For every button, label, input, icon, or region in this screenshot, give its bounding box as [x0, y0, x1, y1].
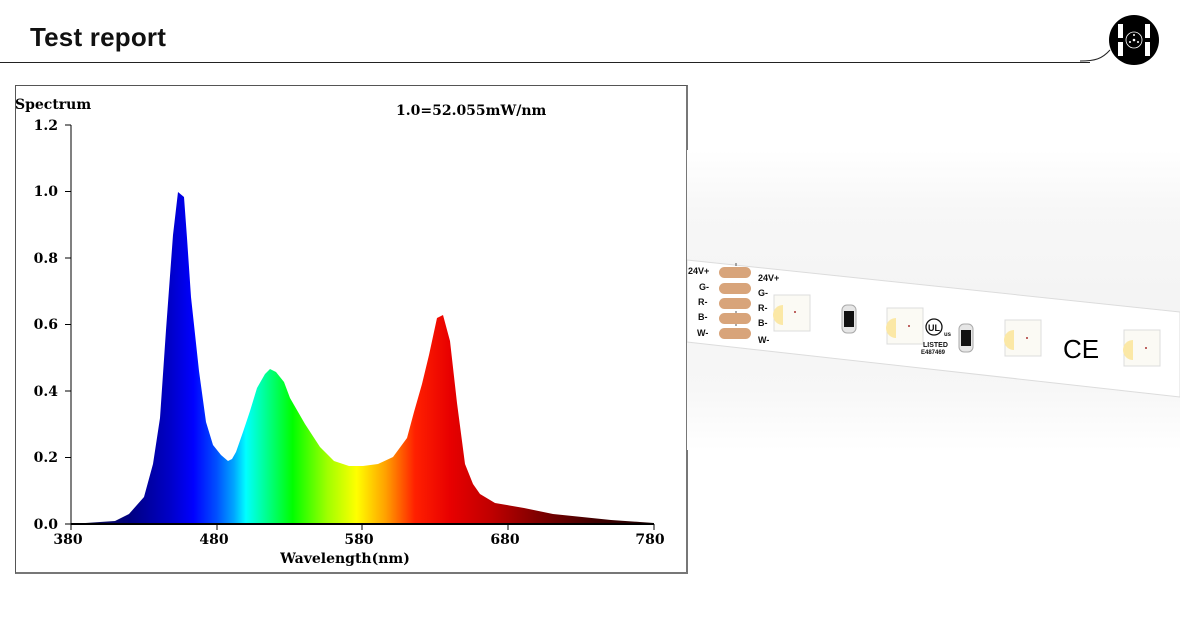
y-tick-label: 0.0: [34, 517, 59, 533]
chart-title: Spectrum: [16, 97, 91, 113]
y-tick-label: 0.2: [34, 450, 58, 466]
resistor: [841, 304, 857, 334]
led-strip-photo: 24V+ G- R- B- W- 24V+ G- R- B- W-: [686, 150, 1180, 450]
led-reel-icon: [1080, 15, 1159, 65]
spectrum-chart: Spectrum 1.0=52.055mW/nm 1.2 1.0 0.8 0.6…: [15, 85, 688, 574]
pad-label: 24V+: [688, 266, 709, 276]
y-tick-label: 0.6: [34, 317, 58, 333]
chart-annotation: 1.0=52.055mW/nm: [396, 103, 546, 119]
x-axis-label: Wavelength(nm): [279, 551, 410, 567]
y-tick-label: 1.0: [34, 184, 59, 200]
pad-label: G-: [699, 282, 709, 292]
y-tick-label: 0.4: [34, 384, 59, 400]
y-tick-label: 0.8: [34, 251, 58, 267]
x-tick-label: 780: [635, 532, 664, 548]
led-chip: [1004, 319, 1042, 357]
svg-text:LISTED: LISTED: [923, 342, 948, 349]
led-chip: [773, 294, 811, 332]
ce-mark: CE: [1063, 334, 1099, 364]
svg-text:E487469: E487469: [921, 350, 946, 356]
x-tick-label: 380: [53, 532, 82, 548]
svg-text:UL: UL: [928, 323, 940, 333]
pad-label: W-: [697, 328, 708, 338]
pad-label: R-: [758, 303, 768, 313]
x-tick-label: 580: [344, 532, 373, 548]
pad-label: B-: [758, 318, 768, 328]
x-tick-label: 680: [490, 532, 519, 548]
x-tick-label: 480: [199, 532, 228, 548]
pad-label: 24V+: [758, 273, 779, 283]
y-tick-label: 1.2: [34, 118, 58, 134]
header-divider: [0, 62, 1090, 63]
pad-label: W-: [758, 335, 769, 345]
pad-label: G-: [758, 288, 768, 298]
led-chip: [886, 307, 924, 345]
page-title: Test report: [30, 22, 167, 52]
spectrum-area: [71, 192, 654, 524]
ul-mark: UL us LISTED E487469: [921, 318, 952, 356]
led-chip: [1123, 329, 1161, 367]
resistor: [958, 323, 974, 353]
pad-label: R-: [698, 297, 708, 307]
svg-text:us: us: [944, 332, 952, 338]
pad-label: B-: [698, 312, 708, 322]
